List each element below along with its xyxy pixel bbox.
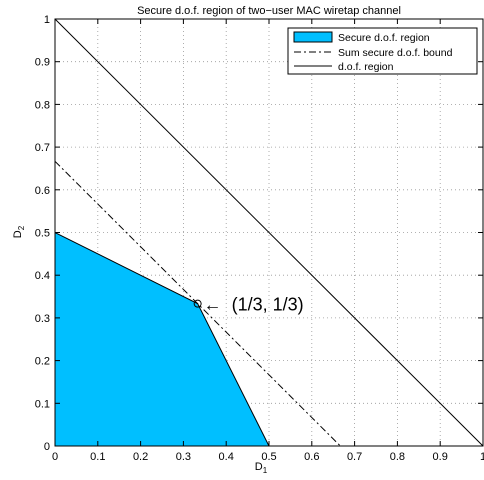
x-axis-title: D1 [255, 461, 268, 475]
x-axis-title-main: D [255, 461, 263, 473]
y-axis-title: D2 [12, 225, 26, 238]
y-tick-label-10: 1 [44, 14, 50, 26]
legend-label-secure-region: Secure d.o.f. region [338, 32, 430, 44]
legend: Secure d.o.f. region Sum secure d.o.f. b… [287, 27, 478, 75]
y-tick-label-3: 0.3 [35, 313, 50, 325]
y-axis-title-sub: 2 [17, 225, 26, 230]
x-tick-label-10: 1 [480, 451, 484, 463]
chart-title: Secure d.o.f. region of two−user MAC wir… [137, 5, 401, 17]
x-tick-label-6: 0.6 [304, 451, 319, 463]
y-tick-label-6: 0.6 [35, 185, 50, 197]
y-tick-label-7: 0.7 [35, 142, 50, 154]
y-tick-label-5: 0.5 [35, 228, 50, 240]
y-tick-label-9: 0.9 [35, 57, 50, 69]
x-tick-label-1: 0.1 [90, 451, 105, 463]
x-axis-title-sub: 1 [263, 466, 268, 475]
legend-label-dof-region: d.o.f. region [338, 61, 394, 73]
legend-swatch-secure-region [293, 31, 333, 43]
y-tick-label-0: 0 [44, 441, 50, 453]
series-dof-region-line [54, 18, 484, 447]
x-tick-label-5: 0.5 [261, 451, 276, 463]
series-sum-bound-line [54, 160, 341, 447]
y-tick-label-1: 0.1 [35, 398, 50, 410]
x-tick-label-3: 0.3 [176, 451, 191, 463]
x-tick-label-8: 0.8 [390, 451, 405, 463]
x-tick-label-2: 0.2 [133, 451, 148, 463]
ticks: 0 0.1 0.2 0.3 0.4 0.5 0.6 0.7 0.8 0.9 1 0 0.1 0.2 0.3 0… [35, 14, 484, 463]
y-tick-label-2: 0.2 [35, 356, 50, 368]
y-tick-label-4: 0.4 [35, 270, 50, 282]
annotation-text-0: (1/3, 1/3) [232, 295, 304, 315]
legend-label-sum-bound: Sum secure d.o.f. bound [338, 47, 453, 59]
y-tick-label-8: 0.8 [35, 99, 50, 111]
annotations: ← (1/3, 1/3) [193, 295, 304, 315]
y-axis-title-main: D [12, 230, 24, 238]
annotation-arrow-0: ← [204, 295, 222, 315]
x-tick-label-9: 0.9 [433, 451, 448, 463]
x-tick-label-7: 0.7 [347, 451, 362, 463]
annotation-marker-0 [193, 299, 202, 308]
x-tick-label-4: 0.4 [219, 451, 234, 463]
x-tick-label-0: 0 [52, 451, 58, 463]
